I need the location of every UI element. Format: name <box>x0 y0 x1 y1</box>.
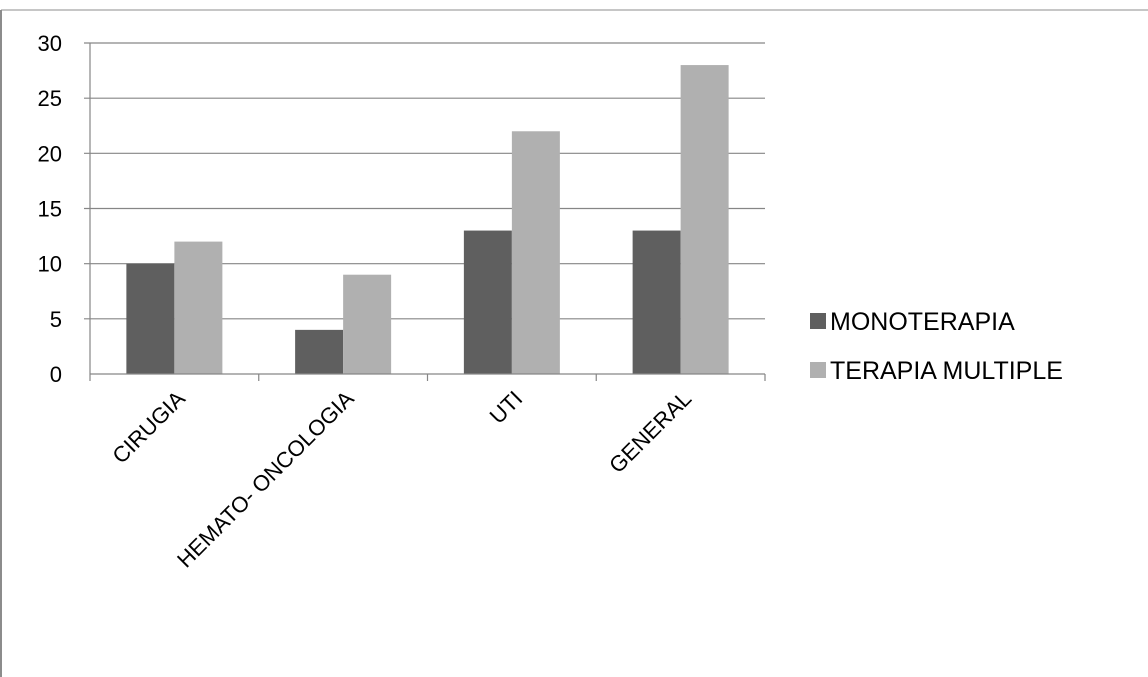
y-tick-label: 0 <box>50 362 62 387</box>
legend-swatch <box>810 362 826 378</box>
legend: MONOTERAPIA TERAPIA MULTIPLE <box>810 308 1063 385</box>
y-tick-labels: 0 5 10 15 20 25 30 <box>38 31 62 387</box>
bar <box>511 131 560 374</box>
bar <box>174 241 223 374</box>
x-tick-label: CIRUGIA <box>107 386 190 469</box>
legend-label: MONOTERAPIA <box>830 308 1015 336</box>
bar <box>632 230 681 374</box>
x-tick-label: UTI <box>485 386 528 429</box>
bar <box>295 329 344 374</box>
y-tick-label: 15 <box>38 197 62 222</box>
axes <box>89 43 766 381</box>
legend-swatch <box>810 313 826 329</box>
x-tick-label: GENERAL <box>604 386 696 478</box>
bar <box>680 65 729 375</box>
bar <box>463 230 512 374</box>
bar <box>343 274 392 374</box>
y-tick-label: 5 <box>50 307 62 332</box>
y-tick-label: 20 <box>38 141 62 166</box>
y-tick-label: 30 <box>38 31 62 56</box>
legend-label: TERAPIA MULTIPLE <box>830 357 1063 385</box>
bar <box>126 263 175 374</box>
y-tick-label: 25 <box>38 86 62 111</box>
bars-group <box>126 65 729 375</box>
x-tick-label: HEMATO- ONCOLOGIA <box>172 386 359 573</box>
y-tick-label: 10 <box>38 252 62 277</box>
